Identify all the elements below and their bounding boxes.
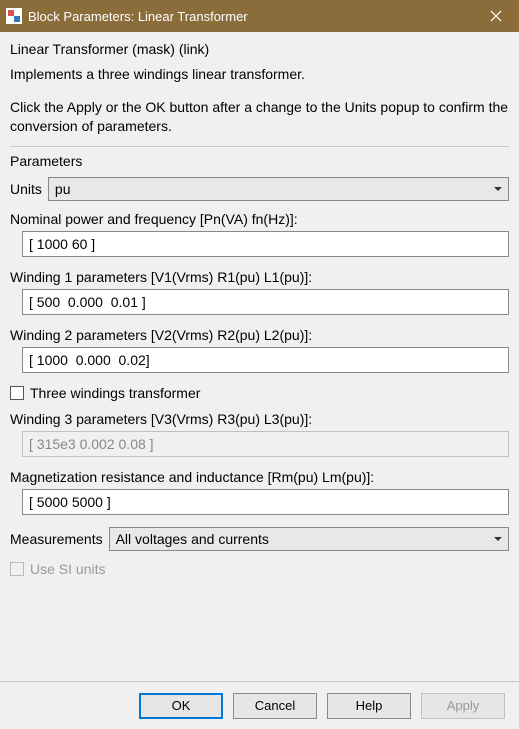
- mask-title: Linear Transformer (mask) (link): [10, 40, 509, 59]
- magnetization-label: Magnetization resistance and inductance …: [10, 469, 509, 485]
- chevron-down-icon: [494, 537, 502, 541]
- units-value: pu: [55, 181, 71, 197]
- units-label: Units: [10, 181, 42, 197]
- units-dropdown[interactable]: pu: [48, 177, 509, 201]
- parameters-heading: Parameters: [10, 153, 509, 169]
- three-windings-label: Three windings transformer: [30, 385, 200, 401]
- winding1-label: Winding 1 parameters [V1(Vrms) R1(pu) L1…: [10, 269, 509, 285]
- close-icon: [490, 10, 502, 22]
- winding1-input[interactable]: [22, 289, 509, 315]
- winding2-label: Winding 2 parameters [V2(Vrms) R2(pu) L2…: [10, 327, 509, 343]
- chevron-down-icon: [494, 187, 502, 191]
- mask-hint: Click the Apply or the OK button after a…: [10, 98, 509, 136]
- window-title: Block Parameters: Linear Transformer: [28, 9, 473, 24]
- close-button[interactable]: [473, 0, 519, 32]
- measurements-value: All voltages and currents: [116, 531, 269, 547]
- mask-description: Implements a three windings linear trans…: [10, 65, 509, 84]
- measurements-dropdown[interactable]: All voltages and currents: [109, 527, 509, 551]
- winding2-input[interactable]: [22, 347, 509, 373]
- app-icon: [6, 8, 22, 24]
- help-button[interactable]: Help: [327, 693, 411, 719]
- use-si-checkbox: [10, 562, 24, 576]
- three-windings-checkbox[interactable]: [10, 386, 24, 400]
- cancel-button[interactable]: Cancel: [233, 693, 317, 719]
- button-bar: OK Cancel Help Apply: [0, 681, 519, 729]
- titlebar: Block Parameters: Linear Transformer: [0, 0, 519, 32]
- measurements-label: Measurements: [10, 531, 103, 547]
- ok-button[interactable]: OK: [139, 693, 223, 719]
- separator: [10, 146, 509, 147]
- winding3-input: [22, 431, 509, 457]
- magnetization-input[interactable]: [22, 489, 509, 515]
- winding3-label: Winding 3 parameters [V3(Vrms) R3(pu) L3…: [10, 411, 509, 427]
- apply-button[interactable]: Apply: [421, 693, 505, 719]
- use-si-label: Use SI units: [30, 561, 105, 577]
- dialog-content: Linear Transformer (mask) (link) Impleme…: [0, 32, 519, 681]
- nominal-input[interactable]: [22, 231, 509, 257]
- nominal-label: Nominal power and frequency [Pn(VA) fn(H…: [10, 211, 509, 227]
